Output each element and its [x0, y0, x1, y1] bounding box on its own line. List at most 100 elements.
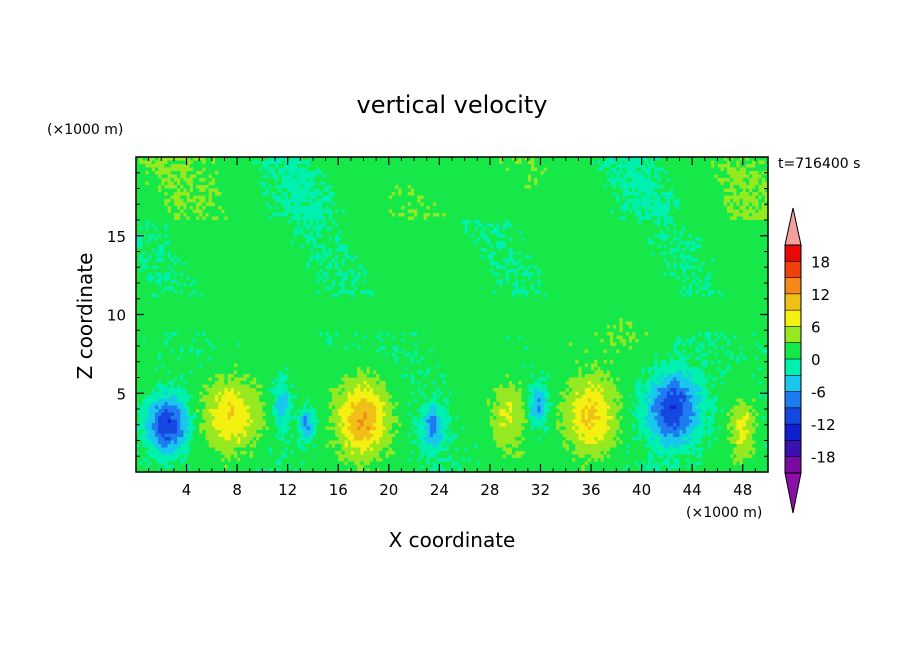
- contour-cell: [395, 220, 399, 224]
- contour-cell: [202, 223, 206, 228]
- contour-cell: [161, 167, 165, 172]
- contour-cell: [597, 206, 601, 210]
- contour-cell: [689, 199, 693, 203]
- contour-cell: [369, 171, 374, 175]
- contour-cell: [309, 192, 314, 196]
- contour-cell: [613, 227, 617, 231]
- contour-cell: [527, 199, 532, 203]
- contour-cell: [660, 164, 665, 168]
- contour-cell: [331, 227, 336, 231]
- contour-cell: [259, 178, 263, 182]
- contour-cell: [458, 230, 462, 235]
- contour-cell: [227, 213, 232, 217]
- contour-cell: [625, 230, 630, 235]
- contour-cell: [300, 206, 304, 210]
- contour-cell: [572, 199, 576, 203]
- contour-cell: [312, 237, 317, 242]
- contour-cell: [730, 206, 734, 210]
- contour-cell: [562, 234, 567, 238]
- contour-cell: [262, 241, 266, 245]
- contour-cell: [531, 171, 535, 175]
- contour-cell: [215, 164, 219, 168]
- contour-cell: [704, 234, 709, 238]
- contour-cell: [455, 223, 459, 228]
- contour-cell: [265, 234, 270, 238]
- contour-cell: [489, 223, 494, 228]
- contour-cell: [496, 174, 500, 179]
- contour-cell: [388, 164, 393, 168]
- contour-cell: [587, 192, 592, 196]
- contour-cell: [350, 157, 355, 161]
- contour-cell: [752, 220, 756, 224]
- contour-cell: [398, 185, 402, 189]
- contour-cell: [177, 164, 181, 168]
- contour-cell: [259, 181, 263, 186]
- contour-cell: [689, 209, 693, 214]
- contour-cell: [388, 241, 393, 245]
- contour-cell: [549, 192, 554, 196]
- contour-cell: [470, 209, 475, 214]
- contour-cell: [540, 174, 545, 179]
- contour-cell: [360, 213, 364, 217]
- contour-cell: [692, 157, 696, 161]
- contour-cell: [496, 237, 500, 242]
- contour-cell: [578, 234, 582, 238]
- contour-cell: [445, 202, 450, 207]
- contour-cell: [215, 234, 219, 238]
- contour-cell: [452, 195, 456, 200]
- contour-cell: [730, 241, 734, 245]
- contour-cell: [660, 220, 665, 224]
- contour-cell: [439, 160, 443, 165]
- contour-cell: [689, 164, 693, 168]
- contour-cell: [666, 185, 671, 189]
- contour-cell: [578, 157, 582, 161]
- contour-cell: [436, 202, 440, 207]
- contour-cell: [464, 181, 469, 186]
- contour-cell: [199, 185, 203, 189]
- contour-cell: [338, 202, 342, 207]
- contour-cell: [183, 192, 187, 196]
- contour-cell: [745, 195, 750, 200]
- contour-cell: [331, 181, 336, 186]
- contour-cell: [483, 185, 488, 189]
- contour-cell: [711, 164, 715, 168]
- contour-cell: [720, 209, 725, 214]
- contour-cell: [628, 206, 633, 210]
- contour-cell: [414, 237, 418, 242]
- contour-cell: [297, 220, 301, 224]
- contour-cell: [252, 178, 257, 182]
- contour-cell: [312, 185, 317, 189]
- contour-cell: [499, 223, 503, 228]
- contour-cell: [587, 167, 592, 172]
- contour-cell: [546, 167, 551, 172]
- contour-cell: [208, 160, 213, 165]
- contour-cell: [328, 199, 333, 203]
- contour-cell: [410, 223, 415, 228]
- contour-cell: [268, 195, 273, 200]
- contour-cell: [546, 241, 551, 245]
- contour-cell: [483, 237, 488, 242]
- contour-cell: [366, 174, 371, 179]
- contour-cell: [676, 223, 680, 228]
- contour-cell: [537, 178, 541, 182]
- contour-cell: [758, 195, 763, 200]
- contour-cell: [344, 216, 349, 221]
- contour-cell: [505, 206, 510, 210]
- contour-cell: [426, 202, 431, 207]
- contour-cell: [698, 241, 703, 245]
- contour-cell: [319, 157, 323, 161]
- contour-cell: [752, 178, 756, 182]
- contour-cell: [524, 188, 529, 193]
- contour-cell: [546, 237, 551, 242]
- contour-cell: [335, 220, 339, 224]
- contour-cell: [328, 160, 333, 165]
- contour-cell: [464, 241, 469, 245]
- contour-cell: [458, 206, 462, 210]
- contour-cell: [714, 209, 718, 214]
- contour-cell: [211, 174, 216, 179]
- contour-cell: [414, 178, 418, 182]
- contour-cell: [610, 237, 614, 242]
- contour-cell: [467, 160, 472, 165]
- contour-cell: [284, 227, 289, 231]
- contour-cell: [287, 206, 292, 210]
